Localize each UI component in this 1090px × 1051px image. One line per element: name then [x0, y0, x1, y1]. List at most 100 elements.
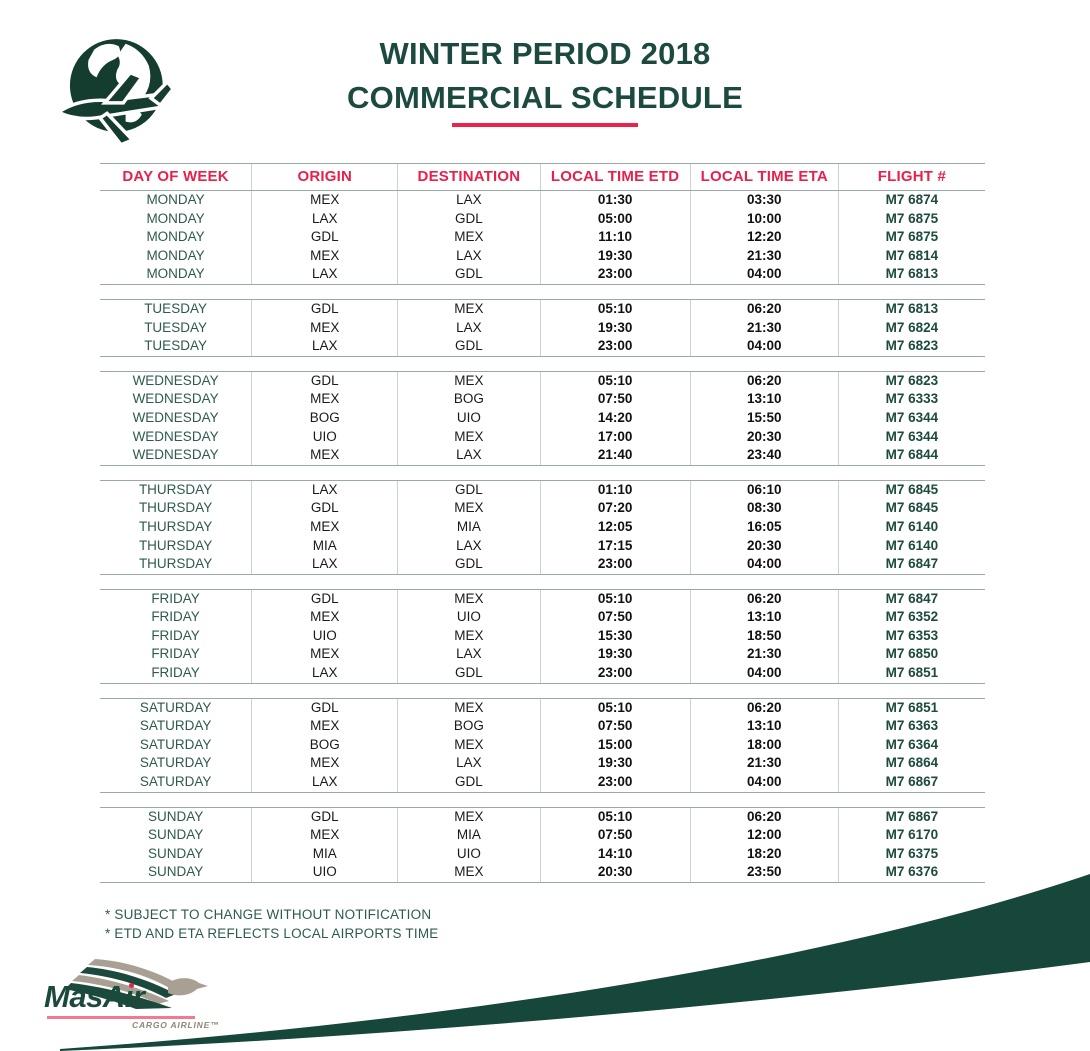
- cell-day: WEDNESDAY: [100, 408, 253, 428]
- cell-etd: 05:10: [541, 807, 691, 827]
- cell-flight: M7 6845: [885, 500, 939, 516]
- cell-destination: MEX: [398, 228, 541, 247]
- cell-etd: 05:10: [541, 371, 691, 391]
- cell-eta: 21:30: [691, 318, 839, 338]
- cell-destination: GDL: [398, 337, 541, 356]
- cell-eta: 23:40: [691, 446, 839, 465]
- cell-flight: M7 6140: [885, 537, 939, 553]
- cell-etd: 23:00: [541, 664, 691, 683]
- cell-day: SATURDAY: [100, 773, 253, 792]
- cell-eta: 06:20: [691, 807, 839, 827]
- cell-etd: 05:00: [541, 209, 691, 229]
- cell-flight: M7 6344: [885, 428, 939, 444]
- cell-day: WEDNESDAY: [100, 390, 253, 409]
- table-row: THURSDAY LAX GDL 23:00 04:00 M7 6847: [100, 555, 985, 574]
- table-row: FRIDAY UIO MEX 15:30 18:50 M7 6353: [100, 626, 985, 646]
- cell-destination: MIA: [398, 826, 541, 845]
- table-row: SUNDAY MIA UIO 14:10 18:20 M7 6375: [100, 844, 985, 864]
- cell-destination: MEX: [398, 427, 541, 447]
- cell-destination: LAX: [398, 446, 541, 465]
- table-row: WEDNESDAY GDL MEX 05:10 06:20 M7 6823: [100, 371, 985, 391]
- cell-etd: 17:00: [541, 427, 691, 447]
- cell-destination: GDL: [398, 480, 541, 500]
- table-row: SUNDAY MEX MIA 07:50 12:00 M7 6170: [100, 826, 985, 845]
- cell-destination: MEX: [398, 626, 541, 646]
- cell-origin: MEX: [252, 517, 399, 537]
- column-header-day: DAY OF WEEK: [100, 164, 253, 190]
- globe-airplane-icon: [56, 39, 172, 147]
- cell-etd: 01:30: [541, 191, 691, 210]
- cell-day: THURSDAY: [100, 555, 253, 574]
- cell-flight: M7 6875: [885, 210, 939, 226]
- cell-destination: GDL: [398, 555, 541, 574]
- cell-origin: LAX: [252, 555, 399, 574]
- cell-etd: 07:50: [541, 717, 691, 736]
- cell-day: SUNDAY: [100, 844, 253, 864]
- cell-origin: MIA: [252, 536, 399, 556]
- cell-destination: MIA: [398, 517, 541, 537]
- cell-day: THURSDAY: [100, 536, 253, 556]
- cell-origin: MEX: [252, 446, 399, 465]
- bottom-swoosh-graphic: [60, 874, 1090, 1051]
- cell-destination: UIO: [398, 608, 541, 627]
- table-row: MONDAY LAX GDL 23:00 04:00 M7 6813: [100, 265, 985, 284]
- cell-eta: 06:10: [691, 480, 839, 500]
- cell-day: WEDNESDAY: [100, 371, 253, 391]
- cell-destination: LAX: [398, 754, 541, 774]
- cell-eta: 06:20: [691, 299, 839, 319]
- cell-etd: 17:15: [541, 536, 691, 556]
- cell-destination: MEX: [398, 698, 541, 718]
- cell-eta: 20:30: [691, 536, 839, 556]
- table-row: MONDAY MEX LAX 19:30 21:30 M7 6814: [100, 246, 985, 266]
- cell-flight: M7 6333: [885, 391, 939, 407]
- cell-origin: UIO: [252, 626, 399, 646]
- cell-flight: M7 6375: [885, 845, 939, 861]
- day-group-tuesday: TUESDAY GDL MEX 05:10 06:20 M7 6813 TUESDAY MEX…: [100, 298, 985, 357]
- cell-day: SATURDAY: [100, 717, 253, 736]
- day-group-saturday: SATURDAY GDL MEX 05:10 06:20 M7 6851 SATURDAY M…: [100, 697, 985, 793]
- cell-flight: M7 6844: [885, 447, 939, 463]
- cell-flight: M7 6823: [885, 338, 939, 354]
- cell-origin: MEX: [252, 191, 399, 210]
- cell-day: FRIDAY: [100, 608, 253, 627]
- cell-day: SATURDAY: [100, 698, 253, 718]
- cell-flight: M7 6823: [885, 372, 939, 388]
- table-row: SATURDAY BOG MEX 15:00 18:00 M7 6364: [100, 735, 985, 755]
- cell-origin: LAX: [252, 265, 399, 284]
- cell-day: THURSDAY: [100, 517, 253, 537]
- cell-destination: LAX: [398, 246, 541, 266]
- cell-etd: 19:30: [541, 645, 691, 665]
- cell-etd: 05:10: [541, 698, 691, 718]
- cell-etd: 05:10: [541, 589, 691, 609]
- cell-flight: M7 6376: [885, 864, 939, 880]
- cell-day: FRIDAY: [100, 664, 253, 683]
- cell-origin: MEX: [252, 754, 399, 774]
- masair-logo: MasAır CARGO AIRLINE™: [40, 955, 219, 1033]
- cell-destination: GDL: [398, 265, 541, 284]
- cell-destination: UIO: [398, 408, 541, 428]
- cell-eta: 15:50: [691, 408, 839, 428]
- cell-origin: MEX: [252, 390, 399, 409]
- schedule-table: DAY OF WEEK ORIGIN DESTINATION LOCAL TIM…: [100, 163, 985, 897]
- cell-flight: M7 6851: [885, 665, 939, 681]
- cell-origin: MEX: [252, 645, 399, 665]
- masair-tagline: CARGO AIRLINE™: [132, 1020, 220, 1030]
- cell-flight: M7 6874: [885, 192, 939, 207]
- cell-day: THURSDAY: [100, 499, 253, 518]
- cell-origin: GDL: [252, 499, 399, 518]
- cell-eta: 04:00: [691, 664, 839, 683]
- table-row: MONDAY MEX LAX 01:30 03:30 M7 6874: [100, 191, 985, 210]
- cell-etd: 15:00: [541, 735, 691, 755]
- table-row: SATURDAY MEX BOG 07:50 13:10 M7 6363: [100, 717, 985, 736]
- cell-flight: M7 6813: [885, 266, 939, 282]
- table-row: SATURDAY LAX GDL 23:00 04:00 M7 6867: [100, 773, 985, 792]
- cell-etd: 07:50: [541, 608, 691, 627]
- cell-eta: 06:20: [691, 589, 839, 609]
- column-header-origin: ORIGIN: [252, 164, 399, 190]
- cell-eta: 04:00: [691, 555, 839, 574]
- cell-destination: BOG: [398, 390, 541, 409]
- table-row: THURSDAY LAX GDL 01:10 06:10 M7 6845: [100, 480, 985, 500]
- cell-destination: LAX: [398, 645, 541, 665]
- cell-eta: 13:10: [691, 717, 839, 736]
- cell-destination: LAX: [398, 318, 541, 338]
